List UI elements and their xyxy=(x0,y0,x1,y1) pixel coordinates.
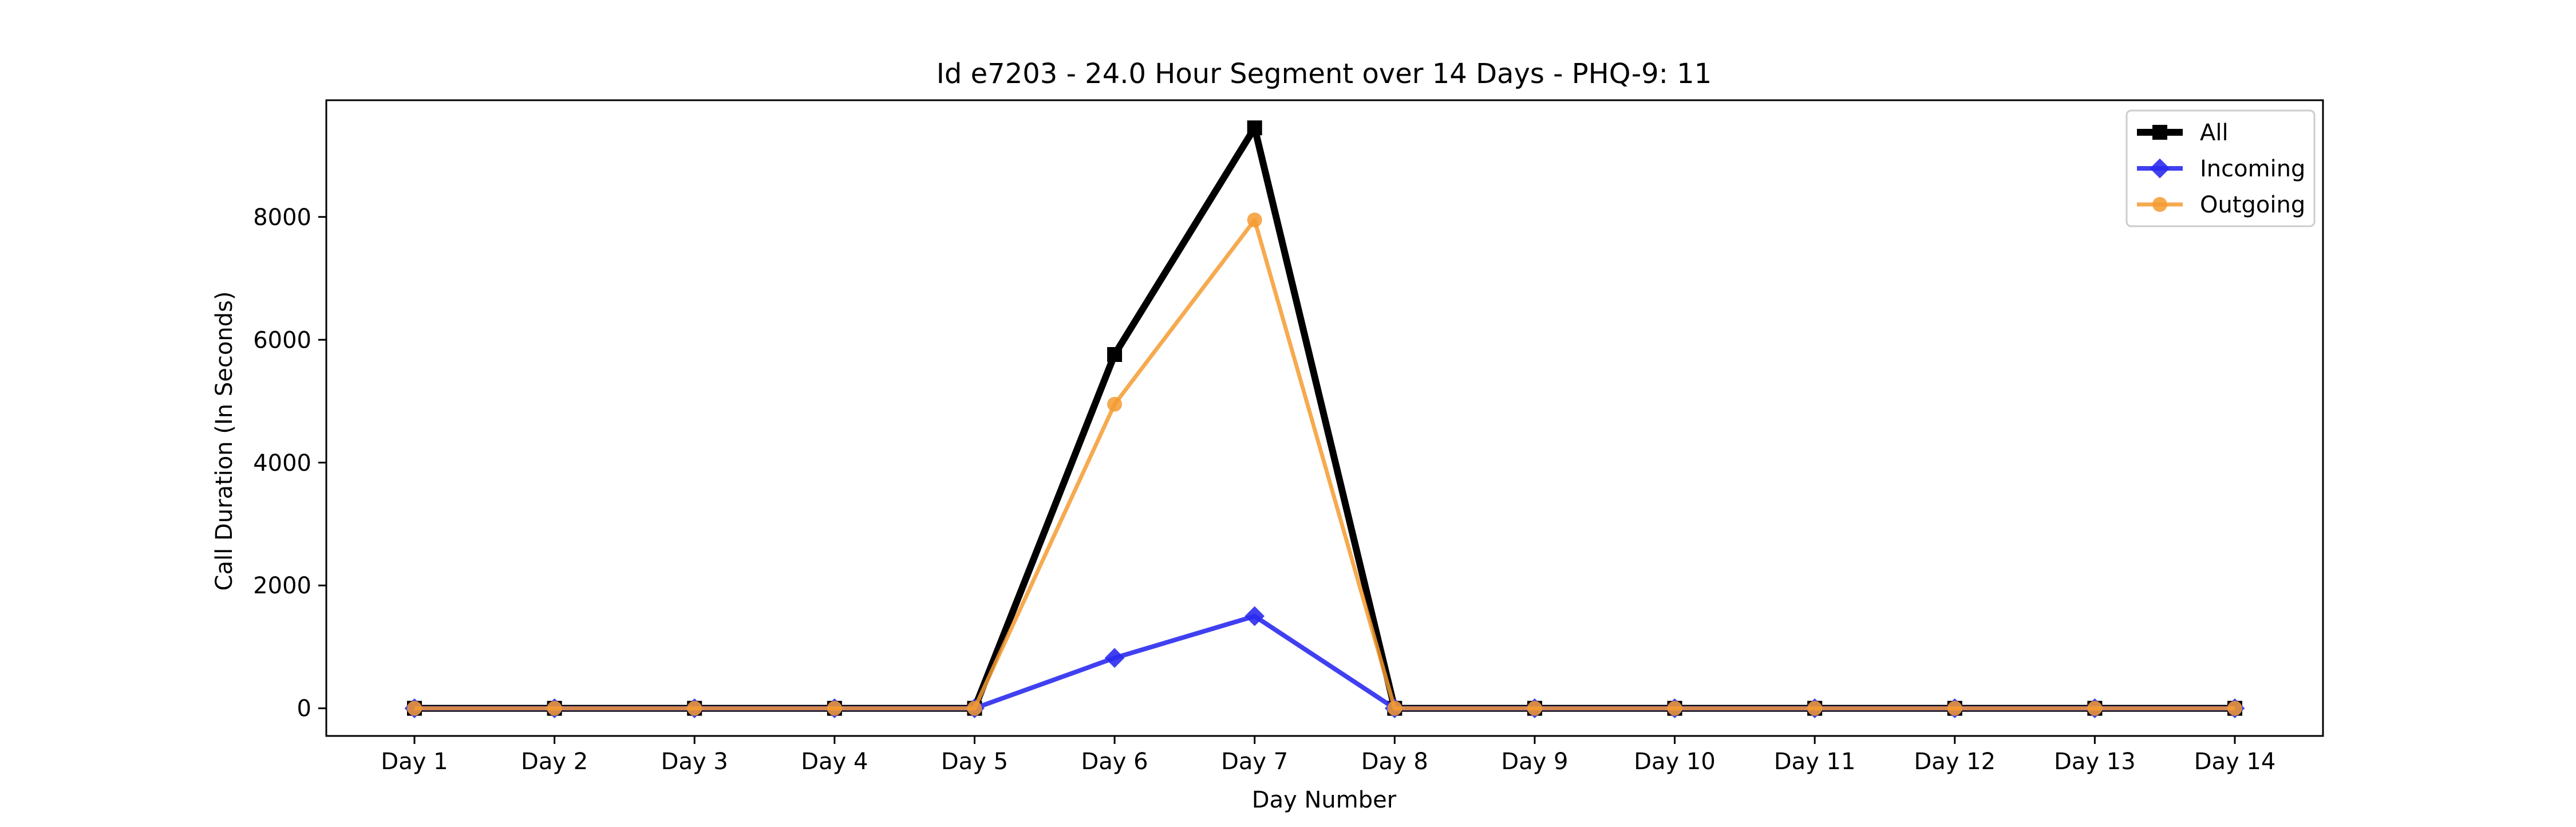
x-tick-label: Day 6 xyxy=(1081,749,1148,775)
legend-item-incoming: Incoming xyxy=(2137,156,2305,182)
y-tick-label: 6000 xyxy=(253,327,311,353)
y-axis-label: Call Duration (In Seconds) xyxy=(211,292,238,591)
data-point xyxy=(2227,700,2242,716)
data-point xyxy=(2087,700,2103,716)
legend-label: Incoming xyxy=(2200,156,2305,182)
x-tick-label: Day 9 xyxy=(1501,749,1568,775)
data-point xyxy=(1807,700,1823,716)
plot-frame xyxy=(325,99,2324,737)
data-point xyxy=(1947,700,1962,716)
x-axis-label: Day Number xyxy=(1252,787,1397,813)
chart-title: Id e7203 - 24.0 Hour Segment over 14 Day… xyxy=(937,58,1712,90)
x-tick-label: Day 13 xyxy=(2054,749,2136,775)
x-tick-label: Day 1 xyxy=(381,749,448,775)
legend-marker xyxy=(2152,125,2167,140)
x-tick-label: Day 4 xyxy=(801,749,868,775)
y-tick-label: 4000 xyxy=(253,450,311,476)
series-outgoing xyxy=(407,212,2242,716)
data-point xyxy=(547,700,562,716)
ticks-layer: Day 1 Day 2 Day 3 Day 4 Day 5 Day 6 Day 7 Day 8… xyxy=(253,204,2275,775)
data-point xyxy=(1247,212,1262,228)
data-point xyxy=(1247,120,1262,136)
legend: All Incoming Outgoing xyxy=(2125,109,2316,227)
data-point xyxy=(1104,648,1125,668)
legend-marker xyxy=(2150,158,2170,179)
series-layer xyxy=(404,120,2245,719)
data-point xyxy=(1244,606,1265,627)
data-point xyxy=(1387,700,1402,716)
x-tick-label: Day 8 xyxy=(1361,749,1428,775)
data-point xyxy=(827,700,842,716)
x-tick-label: Day 2 xyxy=(521,749,588,775)
data-point xyxy=(967,700,982,716)
legend-item-all: All xyxy=(2137,120,2229,146)
legend-label: Outgoing xyxy=(2200,192,2305,218)
y-tick-label: 0 xyxy=(297,696,311,722)
y-tick-label: 8000 xyxy=(253,204,311,231)
data-point xyxy=(407,700,422,716)
x-tick-label: Day 11 xyxy=(1774,749,1856,775)
data-point xyxy=(1667,700,1682,716)
data-point xyxy=(1107,396,1123,412)
legend-marker xyxy=(2152,197,2167,212)
y-tick-label: 2000 xyxy=(253,573,311,599)
x-tick-label: Day 10 xyxy=(1634,749,1716,775)
legend-box xyxy=(2125,109,2316,227)
data-point xyxy=(1527,700,1542,716)
series-line-outgoing xyxy=(414,218,2235,711)
x-tick-label: Day 3 xyxy=(661,749,728,775)
data-point xyxy=(1107,347,1123,362)
x-tick-label: Day 5 xyxy=(941,749,1008,775)
legend-item-outgoing: Outgoing xyxy=(2137,192,2305,218)
x-tick-label: Day 7 xyxy=(1221,749,1288,775)
x-tick-label: Day 14 xyxy=(2194,749,2276,775)
x-tick-label: Day 12 xyxy=(1914,749,1996,775)
data-point xyxy=(687,700,702,716)
legend-label: All xyxy=(2200,120,2229,146)
